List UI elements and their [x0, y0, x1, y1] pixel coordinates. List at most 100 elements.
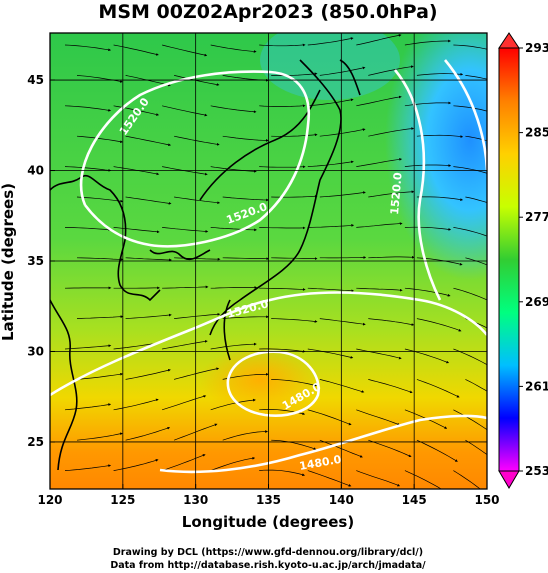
streamline	[404, 287, 451, 297]
streamline	[319, 66, 366, 76]
streamline	[307, 224, 355, 228]
streamline	[356, 470, 401, 487]
streamline	[416, 134, 464, 138]
streamline	[319, 439, 363, 458]
streamline	[453, 105, 487, 112]
colorbar-tick-label: 277	[525, 210, 548, 224]
streamline	[416, 196, 464, 201]
streamline	[210, 342, 257, 350]
streamline	[319, 191, 366, 198]
streamline	[307, 160, 354, 167]
credit-data: Data from http://database.rish.kyoto-u.a…	[110, 560, 426, 571]
streamline	[465, 135, 487, 142]
streamline	[271, 318, 318, 323]
chart-title: MSM 00Z02Apr2023 (850.0hPa)	[98, 1, 437, 23]
streamline	[259, 43, 306, 47]
y-axis-label: Latitude (degrees)	[0, 183, 17, 341]
height-contours	[50, 59, 487, 474]
streamline	[271, 72, 318, 76]
streamline	[210, 227, 257, 232]
streamline	[259, 348, 306, 353]
y-tick-label: 40	[27, 164, 44, 178]
streamline	[125, 196, 172, 205]
streamline	[76, 257, 124, 261]
streamline	[113, 44, 159, 56]
streamline	[368, 379, 413, 394]
x-axis-label: Longitude (degrees)	[182, 513, 354, 531]
streamline	[307, 287, 355, 293]
contour-1480-low	[226, 350, 320, 417]
streamline	[76, 196, 124, 203]
colorbar-tick-label: 261	[525, 379, 548, 393]
x-tick-label: 120	[37, 493, 62, 507]
streamline	[162, 227, 209, 233]
streamline	[162, 44, 208, 57]
streamline	[307, 98, 354, 107]
x-axis: 120 125 130 135 140 145 150	[37, 484, 500, 507]
contour-east-2	[444, 59, 487, 171]
x-tick-label: 140	[329, 493, 354, 507]
streamline	[453, 470, 481, 489]
streamline	[222, 372, 269, 380]
contour-east	[394, 69, 442, 301]
streamline	[271, 439, 317, 450]
streamline	[222, 257, 270, 261]
streamline	[222, 430, 268, 441]
streamline	[356, 287, 403, 292]
streamline	[319, 256, 367, 259]
streamline	[259, 104, 306, 108]
streamline	[64, 464, 112, 471]
streamline	[356, 222, 403, 228]
streamline	[174, 257, 221, 261]
colorbar-tick-label: 293	[525, 41, 548, 55]
streamline	[210, 44, 257, 53]
streamline	[173, 423, 218, 441]
lat-lon-grid	[50, 33, 487, 489]
y-tick-label: 35	[27, 254, 44, 268]
streamline	[113, 341, 160, 350]
streamline	[64, 227, 112, 232]
streamline	[259, 469, 306, 477]
streamline	[113, 459, 159, 471]
streamline	[465, 439, 487, 455]
streamline	[356, 95, 402, 107]
streamline	[125, 257, 172, 262]
y-tick-label: 45	[27, 73, 44, 87]
streamline	[271, 257, 318, 260]
streamline	[368, 190, 415, 198]
streamline	[368, 65, 414, 76]
streamline	[210, 456, 256, 471]
x-tick-label: 150	[474, 493, 499, 507]
streamline	[174, 312, 221, 319]
colorbar: 293 285 277 269 261 253	[498, 32, 548, 489]
streamline	[319, 318, 366, 326]
streamline	[76, 315, 124, 319]
y-axis: 45 40 35 30 25	[27, 73, 55, 449]
colorbar-tick-label: 253	[525, 464, 548, 478]
streamline	[271, 379, 318, 387]
streamline	[404, 226, 452, 231]
streamline	[271, 133, 318, 137]
streamline	[64, 403, 112, 411]
streamline	[416, 318, 462, 332]
x-tick-label: 135	[256, 493, 281, 507]
streamline	[259, 226, 306, 230]
streamline	[162, 105, 208, 117]
streamline	[113, 105, 160, 116]
cool-air-region-north	[260, 33, 400, 100]
streamline	[404, 164, 452, 167]
map-area: 1520.0 1520.0 1520.0 1520.0 1480.0 1480.…	[49, 32, 488, 490]
streamline	[356, 34, 402, 46]
streamline	[416, 379, 460, 398]
y-tick-label: 25	[27, 435, 44, 449]
colorbar-tick-label: 285	[525, 126, 548, 140]
streamline	[125, 368, 171, 380]
streamline	[368, 127, 415, 137]
streamline	[416, 439, 458, 462]
streamline	[259, 287, 306, 291]
streamline	[113, 227, 160, 234]
colorbar-bottom-triangle	[498, 470, 520, 489]
streamline	[210, 105, 257, 114]
streamline	[404, 101, 452, 107]
streamline	[64, 166, 112, 172]
